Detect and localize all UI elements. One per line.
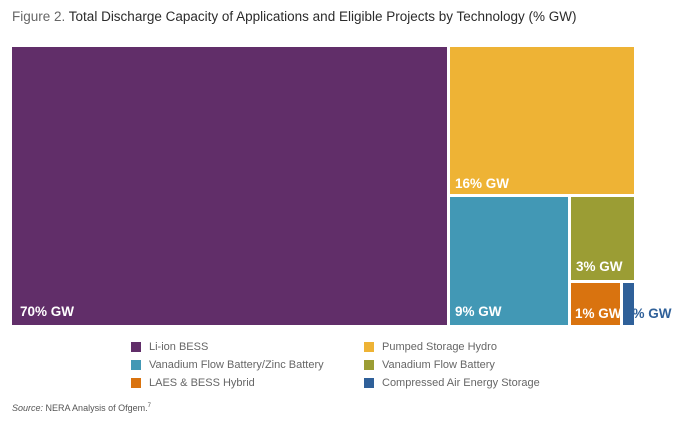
treemap-label: 1% GW xyxy=(575,306,622,321)
treemap-label: 3% GW xyxy=(576,259,623,274)
treemap-label: 9% GW xyxy=(455,304,502,319)
source-label: Source: xyxy=(12,403,44,413)
treemap-label: 0% GW xyxy=(625,306,672,321)
source-note: Source: NERA Analysis of Ofgem.7 xyxy=(12,403,151,413)
treemap-tile-li-ion-bess xyxy=(12,47,447,325)
treemap-tile-vanadium-flow-battery-zinc-battery xyxy=(450,197,568,325)
treemap-label: 70% GW xyxy=(20,304,75,319)
source-footnote: 7 xyxy=(147,403,151,409)
chart-title: Figure 2. Total Discharge Capacity of Ap… xyxy=(12,9,577,24)
treemap-label: 16% GW xyxy=(455,176,510,191)
figure-number: Figure 2. xyxy=(12,9,66,24)
source-text: NERA Analysis of Ofgem. xyxy=(45,403,148,413)
treemap-tile-pumped-storage-hydro xyxy=(450,47,634,194)
treemap-tile-vanadium-flow-battery xyxy=(571,197,634,280)
chart-title-text: Total Discharge Capacity of Applications… xyxy=(68,9,577,24)
treemap-tile-compressed-air-energy-storage xyxy=(623,283,634,325)
treemap-tile-laes-bess-hybrid xyxy=(571,283,620,325)
